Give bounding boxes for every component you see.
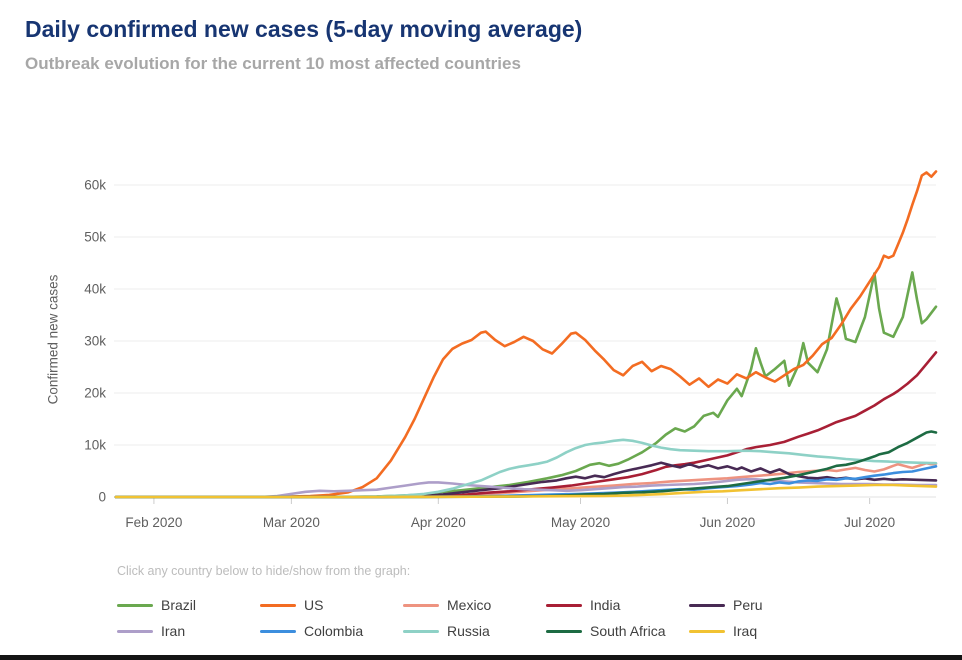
y-tick-label: 60k [84,178,106,193]
legend: Click any country below to hide/show fro… [117,564,917,644]
series-line-mexico [114,461,938,499]
x-tick-label: Mar 2020 [263,515,320,530]
legend-item-south-africa[interactable]: South Africa [546,618,689,644]
y-tick-label: 40k [84,282,106,297]
legend-swatch-mexico [403,603,439,607]
legend-item-india[interactable]: India [546,592,689,618]
legend-swatch-south-africa [546,629,582,633]
x-tick-label: Apr 2020 [411,515,466,530]
y-tick-label: 50k [84,230,106,245]
legend-swatch-brazil [117,603,153,607]
y-tick-label: 30k [84,334,106,349]
y-tick-label: 0 [98,490,106,505]
legend-swatch-iran [117,629,153,633]
page-subtitle: Outbreak evolution for the current 10 mo… [25,54,521,73]
legend-item-russia[interactable]: Russia [403,618,546,644]
legend-label: Peru [733,597,763,613]
series-line-south-africa [114,430,938,499]
legend-label: Iraq [733,623,758,639]
x-tick-label: May 2020 [551,515,610,530]
page-title: Daily confirmed new cases (5-day moving … [25,16,583,42]
legend-label: Brazil [161,597,197,613]
legend-swatch-colombia [260,629,296,633]
legend-label: Colombia [304,623,364,639]
legend-label: Mexico [447,597,492,613]
legend-hint: Click any country below to hide/show fro… [117,564,411,578]
bottom-window-bar [0,655,962,660]
y-tick-label: 20k [84,386,106,401]
legend-label: Iran [161,623,186,639]
y-axis-title: Confirmed new cases [45,274,61,405]
legend-item-colombia[interactable]: Colombia [260,618,403,644]
series-line-us [114,170,938,499]
legend-swatch-india [546,603,582,607]
x-tick-label: Feb 2020 [125,515,182,530]
legend-grid: Brazil US Mexico India Peru Iran Colombia Russi… [117,592,917,644]
legend-swatch-peru [689,603,725,607]
legend-item-mexico[interactable]: Mexico [403,592,546,618]
legend-label: Russia [447,623,490,639]
legend-label: India [590,597,621,613]
series-line-russia [114,438,938,499]
legend-item-peru[interactable]: Peru [689,592,832,618]
legend-item-us[interactable]: US [260,592,403,618]
legend-label: South Africa [590,623,666,639]
series-line-brazil [114,271,938,499]
legend-swatch-russia [403,629,439,633]
y-tick-label: 10k [84,438,106,453]
legend-swatch-us [260,603,296,607]
legend-label: US [304,597,324,613]
x-tick-label: Jun 2020 [700,515,756,530]
legend-swatch-iraq [689,629,725,633]
legend-item-iraq[interactable]: Iraq [689,618,832,644]
legend-item-iran[interactable]: Iran [117,618,260,644]
x-tick-label: Jul 2020 [844,515,895,530]
series-line-india [114,351,938,499]
series-line-iran [114,477,938,499]
legend-item-brazil[interactable]: Brazil [117,592,260,618]
series-line-iraq [114,483,938,499]
